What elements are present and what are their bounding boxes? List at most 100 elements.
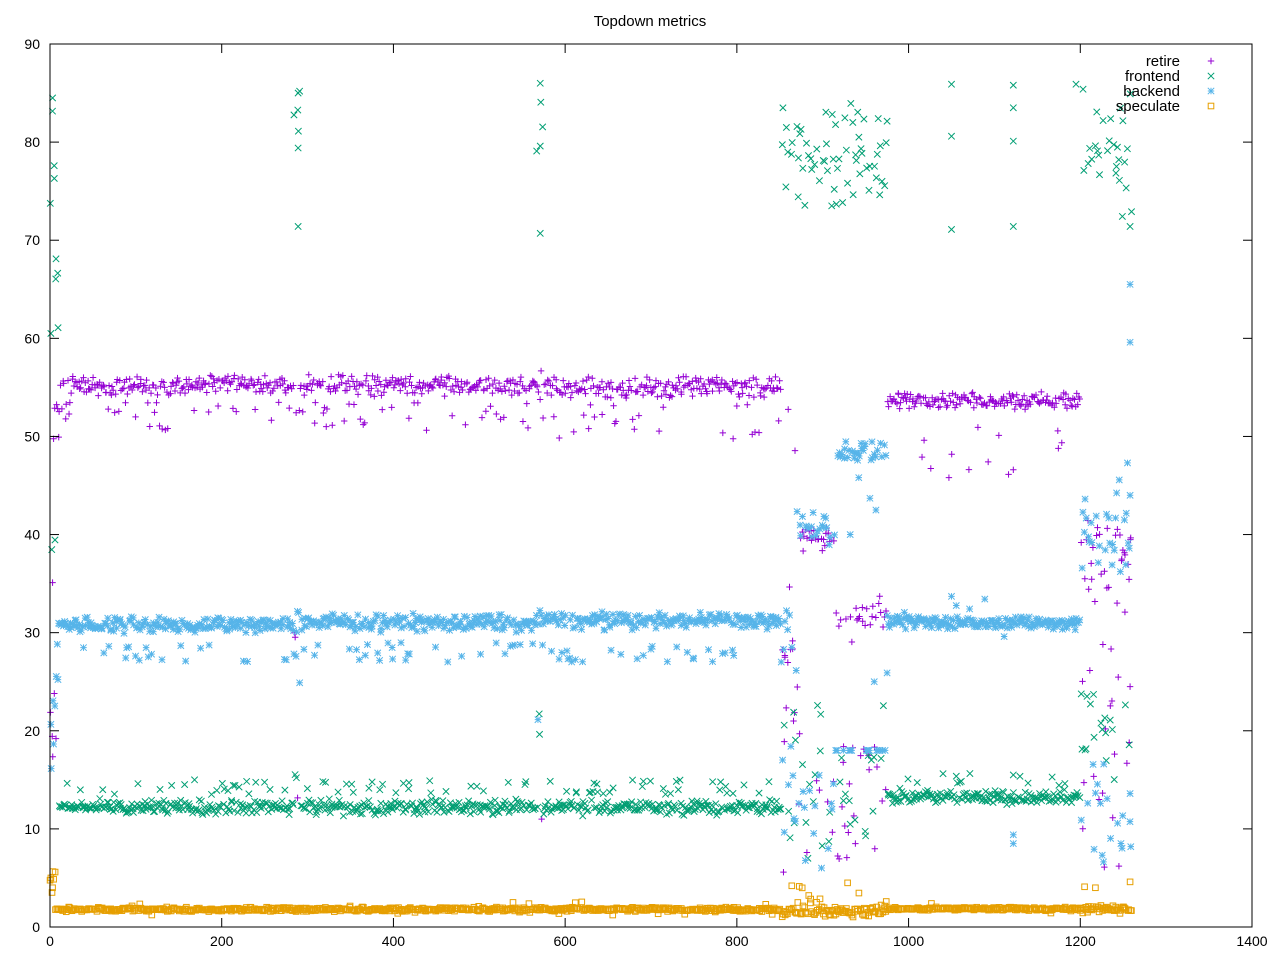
retire-point	[259, 388, 266, 395]
retire-point	[846, 780, 853, 788]
retire-point	[662, 391, 670, 398]
retire-point	[752, 376, 760, 383]
retire-point	[987, 396, 995, 404]
frontend-point	[572, 788, 580, 796]
backend-point	[822, 514, 830, 522]
backend-point	[865, 746, 873, 754]
retire-point	[965, 466, 973, 473]
retire-point	[541, 381, 548, 388]
frontend-point	[473, 782, 481, 790]
frontend-point	[346, 801, 354, 809]
retire-point	[498, 388, 506, 395]
retire-point	[938, 396, 945, 403]
retire-point	[552, 376, 560, 383]
frontend-point	[148, 796, 156, 804]
retire-point	[1019, 396, 1026, 403]
backend-point	[961, 620, 969, 628]
retire-point	[770, 388, 778, 395]
backend-point	[844, 453, 852, 462]
backend-point	[870, 678, 878, 686]
backend-point	[1114, 819, 1122, 827]
retire-point	[202, 379, 209, 387]
retire-point	[848, 638, 856, 646]
retire-point	[949, 390, 956, 397]
retire-point	[689, 392, 696, 400]
retire-point	[362, 377, 370, 385]
retire-point	[1038, 388, 1045, 396]
retire-point	[950, 399, 957, 406]
retire-point	[224, 373, 232, 380]
retire-point	[545, 377, 553, 385]
frontend-point	[626, 804, 634, 812]
frontend-point	[134, 780, 142, 788]
retire-point	[913, 397, 920, 405]
retire-point	[678, 390, 685, 398]
retire-point	[590, 382, 597, 390]
backend-point	[292, 652, 300, 660]
retire-point	[1043, 393, 1051, 400]
retire-point	[516, 389, 523, 397]
retire-point	[983, 402, 991, 409]
backend-point	[248, 616, 256, 624]
frontend-point	[485, 803, 493, 811]
retire-point	[1101, 863, 1108, 871]
backend-point	[380, 611, 388, 620]
retire-point	[665, 378, 672, 386]
retire-point	[902, 394, 909, 401]
retire-point	[423, 427, 430, 434]
retire-point	[164, 425, 171, 432]
retire-point	[672, 382, 680, 389]
frontend-point	[671, 802, 679, 810]
retire-point	[297, 382, 305, 389]
frontend-point	[242, 809, 250, 817]
retire-point	[290, 382, 297, 389]
retire-point	[158, 425, 166, 433]
backend-point	[1103, 795, 1111, 803]
retire-point	[1104, 525, 1111, 532]
backend-point	[205, 641, 213, 649]
frontend-point	[76, 786, 84, 794]
retire-point	[133, 373, 141, 381]
frontend-point	[322, 778, 330, 786]
backend-point	[846, 531, 854, 539]
backend-point	[609, 610, 617, 618]
retire-point	[474, 383, 481, 391]
retire-point	[371, 376, 378, 383]
backend-point	[296, 679, 304, 687]
retire-point	[524, 424, 532, 432]
retire-point	[223, 377, 230, 385]
backend-point	[1093, 780, 1101, 788]
backend-point	[796, 521, 804, 529]
retire-point	[1079, 825, 1086, 832]
retire-point	[579, 377, 587, 385]
backend-point	[823, 524, 831, 532]
retire-point	[386, 379, 393, 387]
retire-point	[890, 395, 898, 403]
retire-point	[1001, 402, 1008, 410]
retire-point	[78, 377, 85, 385]
backend-point	[881, 746, 889, 754]
y-tick-label: 20	[24, 723, 40, 739]
retire-point	[847, 613, 854, 621]
frontend-point	[319, 778, 327, 786]
retire-point	[108, 391, 115, 399]
retire-point	[692, 374, 699, 382]
frontend-point	[294, 127, 302, 135]
backend-point	[298, 626, 306, 634]
frontend-point	[564, 805, 572, 813]
retire-point	[111, 409, 118, 416]
frontend-point	[52, 275, 60, 283]
retire-point	[907, 391, 914, 398]
backend-point	[204, 615, 212, 623]
retire-point	[248, 377, 255, 384]
retire-point	[562, 390, 569, 397]
backend-point	[690, 655, 698, 663]
retire-point	[872, 614, 880, 621]
backend-point	[345, 645, 353, 653]
retire-point	[247, 375, 255, 383]
retire-point	[309, 381, 316, 388]
frontend-point	[356, 810, 365, 818]
backend-point	[607, 646, 615, 654]
retire-point	[850, 812, 858, 820]
backend-point	[902, 625, 910, 633]
